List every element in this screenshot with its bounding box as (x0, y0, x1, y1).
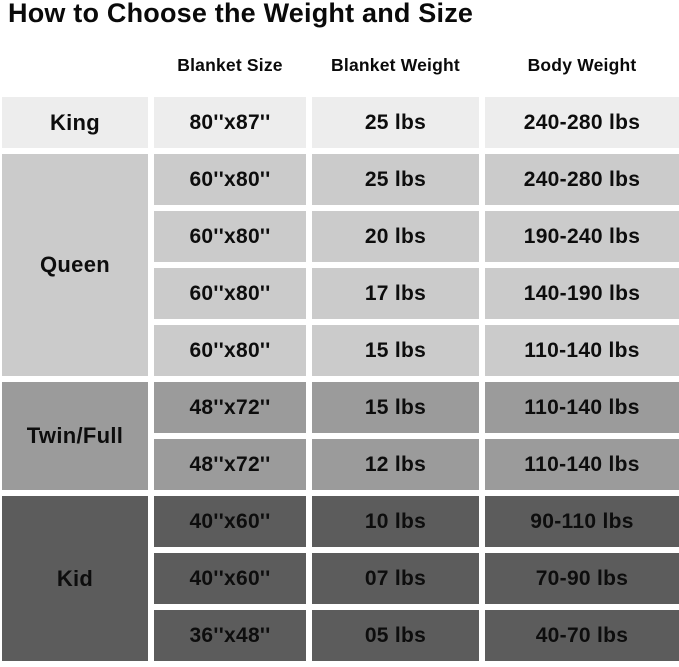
page-title: How to Choose the Weight and Size (8, 0, 474, 28)
table-cell-blanket-size: 60''x80'' (154, 211, 306, 262)
table-cell-blanket-weight: 20 lbs (312, 211, 479, 262)
table-cell-body-weight: 110-140 lbs (485, 382, 679, 433)
table-cell-blanket-weight: 25 lbs (312, 154, 479, 205)
table-cell-body-weight: 140-190 lbs (485, 268, 679, 319)
table-cell-blanket-size: 60''x80'' (154, 325, 306, 376)
section-label-queen: Queen (2, 154, 148, 376)
table-cell-blanket-weight: 17 lbs (312, 268, 479, 319)
table-cell-body-weight: 240-280 lbs (485, 154, 679, 205)
column-header-blanket-weight: Blanket Weight (331, 55, 460, 75)
column-header-row: Blanket Size Blanket Weight Body Weight (2, 55, 679, 76)
table-cell-blanket-size: 60''x80'' (154, 154, 306, 205)
table-cell-body-weight: 90-110 lbs (485, 496, 679, 547)
table-cell-blanket-weight: 15 lbs (312, 382, 479, 433)
table-cell-blanket-weight: 15 lbs (312, 325, 479, 376)
section-label-kid: Kid (2, 496, 148, 661)
table-cell-blanket-weight: 10 lbs (312, 496, 479, 547)
table-cell-blanket-size: 40''x60'' (154, 553, 306, 604)
table-cell-blanket-weight: 07 lbs (312, 553, 479, 604)
section-label-king: King (2, 97, 148, 148)
column-header-body-weight: Body Weight (527, 55, 637, 75)
table-cell-body-weight: 110-140 lbs (485, 325, 679, 376)
table-cell-blanket-size: 40''x60'' (154, 496, 306, 547)
size-weight-table: King 80''x87'' 25 lbs 240-280 lbs Queen … (2, 97, 679, 661)
table-cell-body-weight: 70-90 lbs (485, 553, 679, 604)
table-cell-blanket-size: 48''x72'' (154, 382, 306, 433)
table-cell-body-weight: 240-280 lbs (485, 97, 679, 148)
section-label-twin-full: Twin/Full (2, 382, 148, 490)
table-cell-blanket-weight: 12 lbs (312, 439, 479, 490)
table-cell-body-weight: 110-140 lbs (485, 439, 679, 490)
column-header-blanket-size: Blanket Size (177, 55, 283, 75)
table-cell-blanket-size: 60''x80'' (154, 268, 306, 319)
table-cell-body-weight: 190-240 lbs (485, 211, 679, 262)
table-cell-body-weight: 40-70 lbs (485, 610, 679, 661)
table-cell-blanket-size: 36''x48'' (154, 610, 306, 661)
header-spacer (2, 55, 148, 76)
table-cell-blanket-weight: 05 lbs (312, 610, 479, 661)
table-cell-blanket-size: 80''x87'' (154, 97, 306, 148)
table-cell-blanket-weight: 25 lbs (312, 97, 479, 148)
table-cell-blanket-size: 48''x72'' (154, 439, 306, 490)
